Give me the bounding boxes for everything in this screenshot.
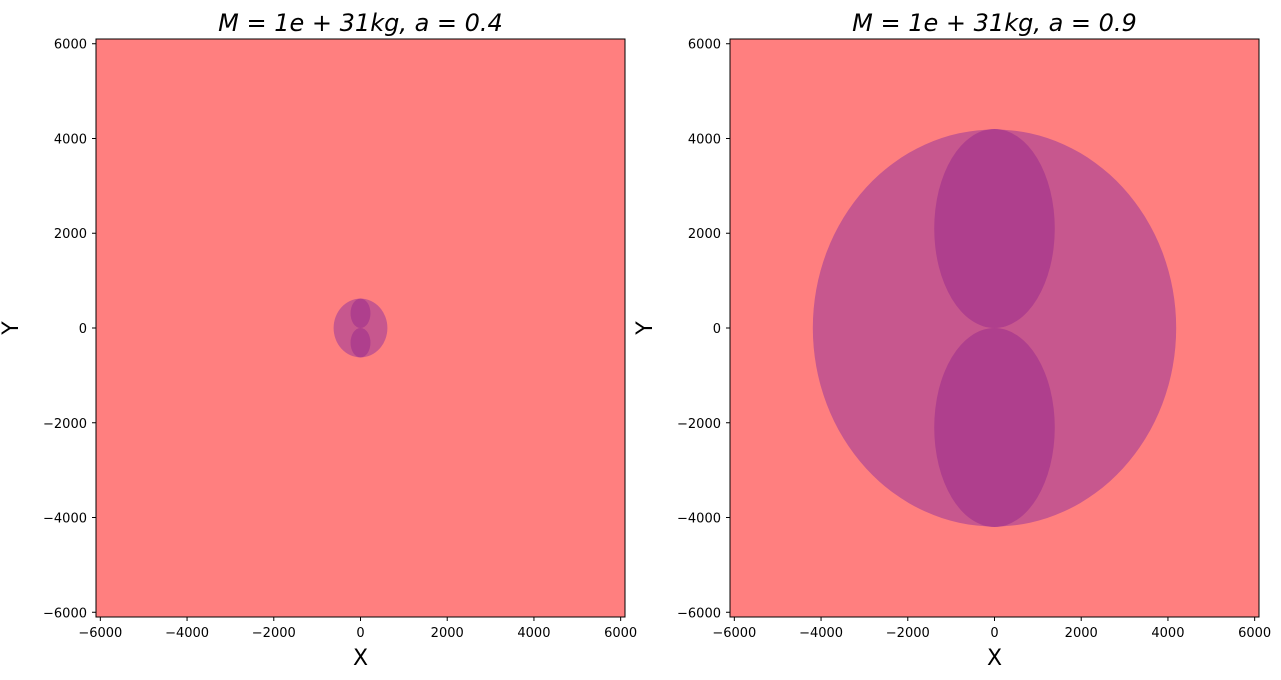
- x-tick-label: 0: [990, 626, 998, 641]
- x-tick-label: −4000: [799, 626, 843, 641]
- regions-group: [812, 129, 1177, 527]
- x-tick-label: 0: [356, 626, 364, 641]
- x-tick-label: −2000: [886, 626, 930, 641]
- chart-title: M = 1e + 31kg, a = 0.9: [852, 9, 1137, 37]
- x-tick-label: −4000: [165, 626, 209, 641]
- y-tick-label: −2000: [43, 417, 87, 432]
- y-axis-label: Y: [633, 321, 658, 336]
- x-tick-label: 6000: [1238, 626, 1271, 641]
- x-axis-label: X: [987, 646, 1002, 671]
- regions-group: [333, 298, 388, 358]
- y-tick-label: 2000: [54, 227, 87, 242]
- y-tick-label: 0: [79, 322, 87, 337]
- inner-lobe-1: [350, 298, 371, 328]
- x-tick-label: 4000: [517, 626, 550, 641]
- x-tick-label: 4000: [1151, 626, 1184, 641]
- x-tick-label: −6000: [712, 626, 756, 641]
- inner-lobe-2: [934, 328, 1055, 527]
- y-tick-label: −2000: [677, 417, 721, 432]
- y-tick-label: 6000: [688, 38, 721, 53]
- y-tick-label: 0: [713, 322, 721, 337]
- x-axis-label: X: [353, 646, 368, 671]
- y-tick-label: −6000: [43, 606, 87, 621]
- chart-title: M = 1e + 31kg, a = 0.4: [218, 9, 503, 37]
- y-tick-label: −4000: [677, 512, 721, 527]
- x-tick-label: 2000: [431, 626, 464, 641]
- x-tick-label: −2000: [252, 626, 296, 641]
- y-axis-label: Y: [0, 321, 24, 336]
- x-tick-label: 2000: [1065, 626, 1098, 641]
- inner-lobe-1: [934, 129, 1055, 328]
- y-tick-label: 6000: [54, 38, 87, 53]
- x-tick-label: −6000: [78, 626, 122, 641]
- y-tick-label: −4000: [43, 512, 87, 527]
- x-tick-label: 6000: [604, 626, 637, 641]
- y-tick-label: −6000: [677, 606, 721, 621]
- y-tick-label: 2000: [688, 227, 721, 242]
- subplot-1: −6000 −4000 −2000 0 2000 4000 6000 −6000 −4000 −2…: [0, 9, 637, 671]
- subplot-2: −6000 −4000 −2000 0 2000 4000 6000 −6000 −4000 −2…: [633, 9, 1271, 671]
- y-tick-label: 4000: [54, 132, 87, 147]
- outer-region: [333, 298, 388, 358]
- y-tick-label: 4000: [688, 132, 721, 147]
- inner-lobe-2: [350, 328, 371, 358]
